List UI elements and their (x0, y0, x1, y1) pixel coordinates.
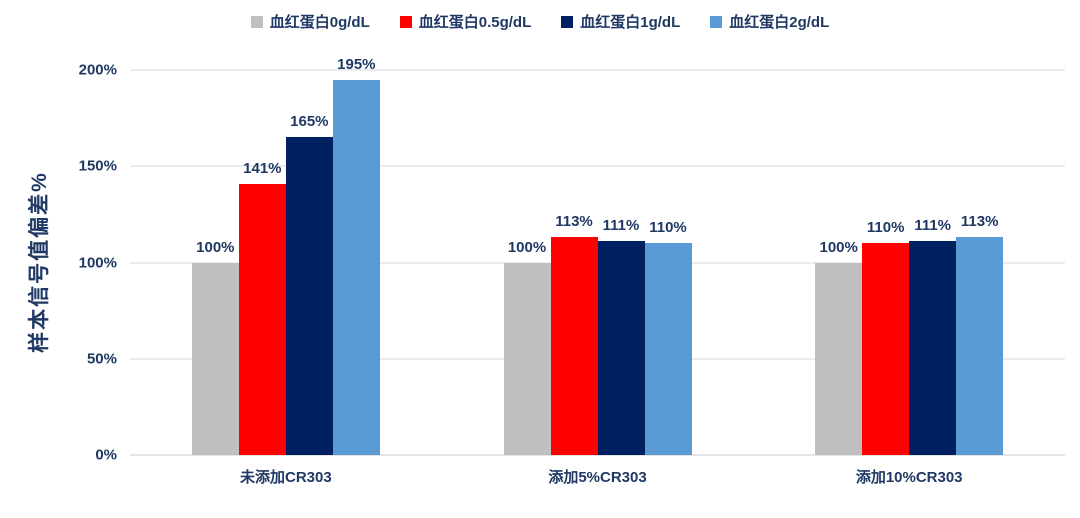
legend: 血红蛋白0g/dL 血红蛋白0.5g/dL 血红蛋白1g/dL 血红蛋白2g/dL (0, 11, 1080, 32)
bar-value-label: 110% (866, 219, 905, 237)
bar-value-label: 100% (507, 238, 547, 256)
bar-value-label: 110% (649, 219, 687, 237)
bar-groups: 100% 141% 165% 195% 100% 113% 111% 110% 100% 110%… (130, 56, 1065, 455)
gridline (130, 69, 1065, 71)
bar: 165% (285, 113, 333, 455)
legend-label: 血红蛋白1g/dL (580, 14, 681, 31)
bar-value-label: 165% (290, 113, 329, 131)
bar-group: 100% 141% 165% 195% (130, 56, 442, 455)
bar-value-label: 113% (555, 213, 593, 231)
gridline (130, 454, 1065, 456)
legend-label: 血红蛋白2g/dL (729, 14, 830, 31)
bar: 113% (956, 213, 1004, 455)
bar-value-label: 111% (914, 217, 952, 235)
legend-label: 血红蛋白0.5g/dL (418, 14, 532, 31)
y-axis-title: 样本信号值偏差% (28, 171, 51, 353)
bar: 100% (503, 239, 551, 455)
bar-value-label: 195% (337, 55, 376, 73)
legend-swatch-icon (710, 15, 723, 28)
category-label: 添加10%CR303 (855, 469, 963, 486)
bar: 141% (238, 160, 286, 455)
y-tick-label: 200% (78, 61, 117, 79)
bar-value-label: 113% (960, 213, 999, 231)
y-tick-label: 0% (95, 446, 117, 464)
legend-item: 血红蛋白2g/dL (710, 11, 829, 32)
legend-label: 血红蛋白0g/dL (269, 14, 370, 31)
legend-item: 血红蛋白1g/dL (561, 11, 680, 32)
plot-area: 0% 50% 100% 150% 200% 100% 141% 165% 195% 100% 11… (79, 56, 1065, 464)
bar: 100% (815, 239, 863, 455)
y-tick-label: 100% (78, 254, 117, 271)
bar-value-label: 141% (243, 159, 282, 177)
y-axis-ticks: 0% 50% 100% 150% 200% (79, 62, 1065, 464)
bar: 113% (550, 213, 598, 455)
legend-swatch-icon (399, 15, 412, 28)
y-tick-label: 50% (86, 350, 117, 368)
y-tick-label: 150% (78, 157, 117, 175)
bar: 111% (597, 217, 645, 455)
bar-group: 100% 113% 111% 110% (442, 70, 754, 455)
bar-value-label: 100% (819, 238, 858, 256)
bar-group: 100% 110% 111% 113% (753, 70, 1065, 455)
legend-swatch-icon (561, 15, 574, 28)
bar: 111% (909, 217, 957, 455)
category-label: 添加5%CR303 (548, 469, 647, 486)
legend-item: 血红蛋白0g/dL (250, 11, 370, 32)
legend-item: 血红蛋白0.5g/dL (399, 11, 532, 32)
legend-swatch-icon (250, 15, 263, 28)
bar: 100% (191, 239, 239, 455)
bar: 110% (644, 219, 692, 455)
x-axis-labels: 未添加CR303 添加5%CR303 添加10%CR303 (130, 466, 1065, 487)
bar-value-label: 100% (196, 238, 235, 256)
bar: 195% (332, 56, 380, 455)
bar: 110% (862, 219, 910, 455)
gridline (130, 165, 1065, 167)
category-label: 未添加CR303 (239, 469, 332, 486)
bar-value-label: 111% (602, 217, 640, 235)
